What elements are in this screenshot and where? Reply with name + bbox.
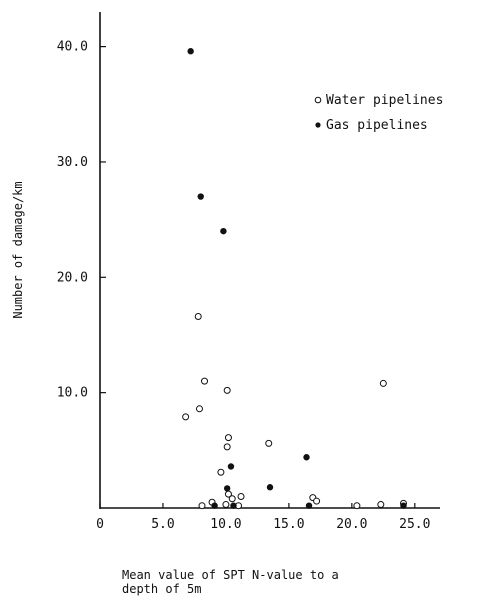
water-pipeline-point: [222, 501, 230, 509]
x-tick-label: 10.0: [210, 517, 241, 532]
x-tick-label: 0: [96, 517, 104, 532]
x-tick-label: 25.0: [399, 517, 430, 532]
legend-marker-gas: [315, 122, 321, 128]
water-pipeline-point: [313, 497, 321, 505]
legend-label: Gas pipelines: [326, 118, 428, 133]
gas-pipeline-point: [303, 454, 310, 461]
gas-pipeline-point: [400, 502, 407, 509]
water-pipeline-point: [194, 313, 202, 321]
gas-pipeline-point: [187, 48, 194, 55]
y-tick-label: 30.0: [57, 155, 88, 170]
water-pipeline-point: [201, 377, 209, 385]
legend-marker-water: [314, 96, 322, 104]
water-pipeline-point: [195, 405, 203, 413]
gas-pipeline-point: [266, 484, 274, 491]
y-tick-label: 10.0: [57, 386, 88, 401]
x-tick-label: 20.0: [336, 517, 367, 532]
gas-pipeline-point: [305, 502, 313, 509]
gas-pipeline-point: [223, 485, 231, 492]
water-pipeline-point: [353, 502, 361, 510]
water-pipeline-point: [198, 502, 206, 510]
water-pipeline-point: [223, 386, 231, 394]
x-axis-title-line: depth of 5m: [122, 582, 201, 596]
water-pipeline-point: [223, 443, 231, 451]
water-pipeline-point: [377, 501, 385, 509]
gas-pipeline-point: [220, 227, 227, 235]
water-pipeline-point: [217, 468, 225, 476]
gas-pipeline-point: [230, 502, 237, 509]
y-axis-title: Number of damage/km: [11, 181, 25, 318]
y-tick-label: 20.0: [57, 270, 88, 285]
x-tick-label: 15.0: [273, 517, 304, 532]
x-tick-label: 5.0: [151, 517, 174, 532]
water-pipeline-point: [228, 495, 236, 503]
legend: Water pipelines Gas pipelines: [314, 93, 443, 133]
water-pipeline-point: [265, 439, 273, 447]
gas-pipeline-point: [211, 502, 218, 509]
water-pipeline-point: [379, 379, 387, 387]
gas-pipeline-point: [197, 193, 204, 200]
gas-pipeline-point: [227, 463, 235, 470]
y-tick-label: 40.0: [57, 40, 88, 55]
water-pipeline-point: [182, 413, 190, 421]
legend-label: Water pipelines: [326, 93, 443, 108]
water-pipeline-point: [224, 434, 232, 442]
axes: 10.0 20.0 30.0 40.0 0 5.0 10.0 15.0 20.0 25.0 Numb…: [11, 12, 440, 596]
water-pipeline-point: [237, 492, 245, 500]
x-axis-title-line: Mean value of SPT N-value to a: [122, 568, 339, 582]
data-points: [182, 48, 407, 510]
